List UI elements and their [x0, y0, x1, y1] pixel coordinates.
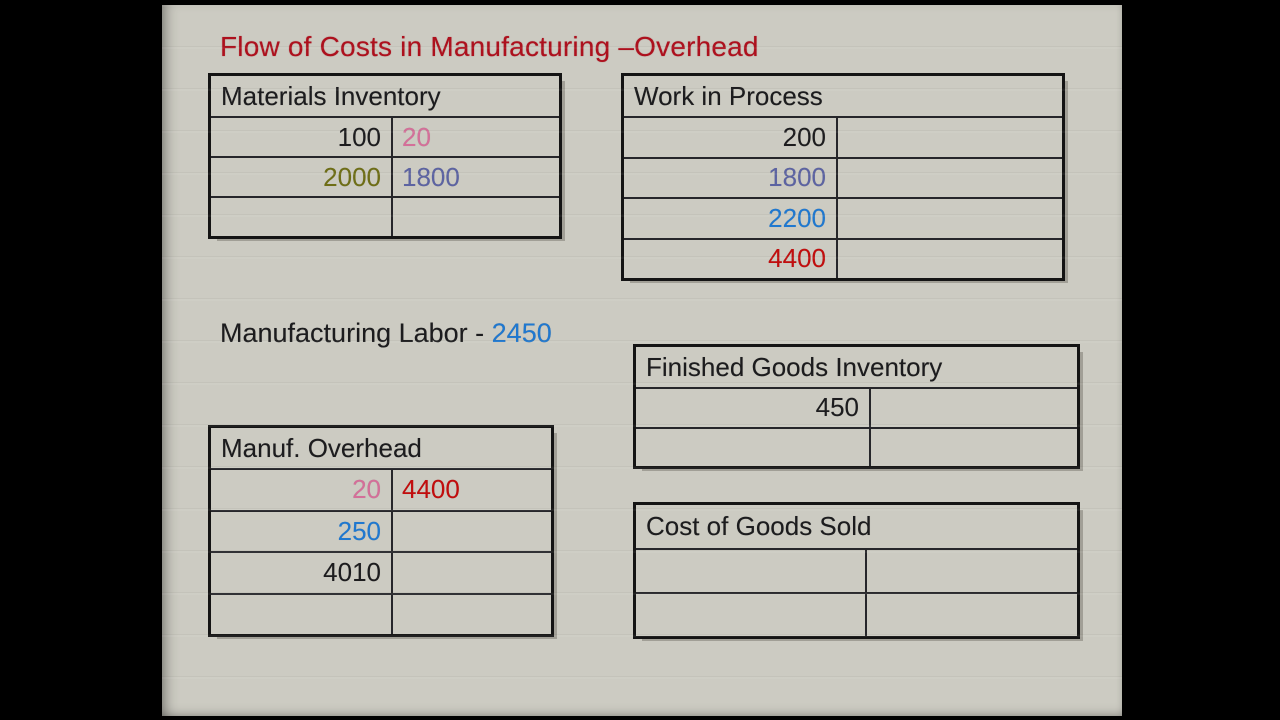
t-account-cell-debit	[211, 595, 391, 635]
t-account-row: 450	[636, 387, 1077, 427]
t-account-cell-credit	[836, 158, 1062, 197]
t-account-row: 100 20	[211, 116, 559, 156]
t-account-cell-credit	[391, 511, 551, 551]
account-title: Work in Process	[634, 80, 823, 111]
account-body	[636, 548, 1077, 636]
t-account-row	[211, 196, 559, 236]
account-body: 200 1800 2200 4400	[624, 116, 1062, 278]
t-account-row	[211, 592, 551, 635]
account-body: 20 4400 250 4010	[211, 468, 551, 634]
t-account-cost-of-goods-sold: Cost of Goods Sold	[633, 502, 1080, 639]
t-account-row	[636, 426, 1077, 467]
t-account-cell-debit: 1800	[768, 162, 826, 193]
account-body: 450	[636, 387, 1077, 466]
slide-background: Flow of Costs in Manufacturing –Overhead…	[162, 5, 1122, 716]
t-account-cell-credit: 1800	[391, 158, 559, 196]
t-account-cell-credit	[869, 428, 1077, 466]
t-account-cell-debit: 4400	[768, 243, 826, 274]
t-account-cell-credit	[865, 594, 1077, 636]
t-account-cell-debit	[636, 429, 869, 467]
account-title: Materials Inventory	[221, 80, 441, 111]
t-account-row	[636, 548, 1077, 592]
account-title: Cost of Goods Sold	[646, 511, 872, 541]
t-account-manuf-overhead: Manuf. Overhead 20 4400 250 4010	[208, 425, 554, 637]
t-account-cell-debit	[636, 594, 865, 636]
page-title: Flow of Costs in Manufacturing –Overhead	[220, 31, 759, 62]
account-title: Finished Goods Inventory	[646, 351, 943, 382]
t-account-cell-credit	[836, 239, 1062, 278]
t-account-cell-debit: 250	[337, 515, 381, 546]
t-account-cell-credit	[869, 389, 1077, 427]
account-body: 100 20 2000 1800	[211, 116, 559, 236]
manufacturing-labor-text: Manufacturing Labor -	[220, 318, 492, 348]
t-account-cell-credit: 20	[391, 118, 559, 156]
t-account-cell-debit: 2200	[768, 202, 826, 233]
t-account-cell-debit: 200	[782, 121, 826, 152]
t-account-cell-debit: 20	[352, 474, 381, 505]
t-account-work-in-process: Work in Process 200 1800 2200 4400	[621, 73, 1065, 281]
manufacturing-labor-label: Manufacturing Labor - 2450	[220, 318, 552, 349]
t-account-row	[636, 592, 1077, 636]
t-account-cell-debit: 450	[815, 392, 859, 423]
t-account-cell-credit: 4400	[391, 470, 551, 510]
t-account-row: 4010	[211, 551, 551, 593]
t-account-cell-credit	[836, 199, 1062, 238]
t-account-cell-credit	[865, 550, 1077, 592]
t-account-cell-debit: 4010	[323, 557, 381, 588]
t-account-cell-debit: 100	[337, 121, 381, 152]
manufacturing-labor-value: 2450	[491, 318, 552, 348]
t-account-finished-goods-inventory: Finished Goods Inventory 450	[633, 344, 1080, 469]
t-account-cell-debit	[211, 198, 391, 236]
t-account-row: 2200	[624, 197, 1062, 238]
t-account-row: 250	[211, 509, 551, 551]
t-account-materials-inventory: Materials Inventory 100 20 2000 1800	[208, 73, 562, 239]
t-account-row: 20 4400	[211, 468, 551, 510]
t-account-row: 4400	[624, 237, 1062, 278]
t-account-row: 2000 1800	[211, 156, 559, 196]
t-account-cell-debit: 2000	[323, 161, 381, 192]
t-account-cell-credit	[391, 198, 559, 236]
t-account-row: 1800	[624, 156, 1062, 197]
t-account-cell-credit	[391, 594, 551, 634]
t-account-row: 200	[624, 116, 1062, 157]
account-title: Manuf. Overhead	[221, 432, 422, 463]
t-account-cell-debit	[636, 550, 865, 592]
t-account-cell-credit	[836, 118, 1062, 157]
t-account-cell-credit	[391, 553, 551, 593]
